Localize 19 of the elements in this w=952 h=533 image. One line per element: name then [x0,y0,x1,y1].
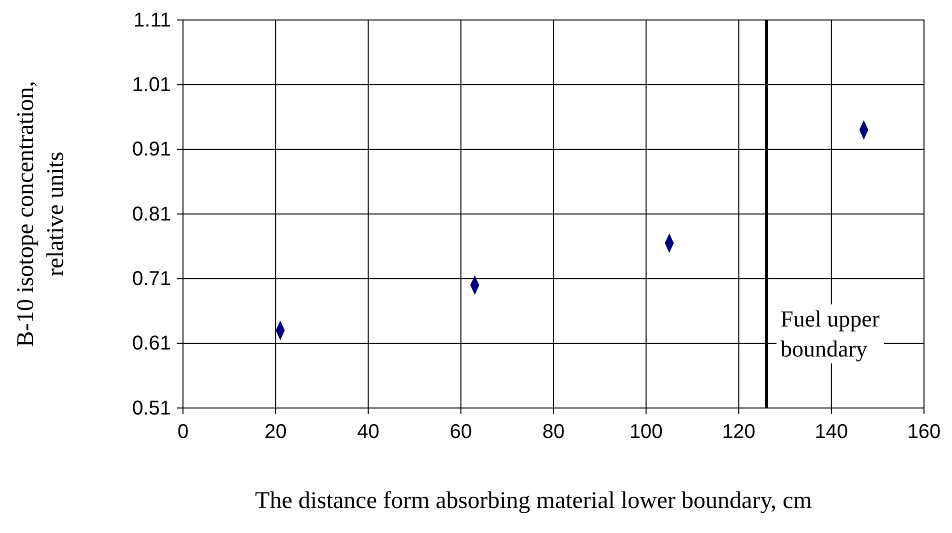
y-tick-label: 0.91 [132,138,171,161]
x-tick-label: 40 [357,421,380,444]
y-tick-label: 0.71 [132,268,171,290]
y-tick-label: 1.01 [132,74,171,96]
y-axis-title: B-10 isotope concentration, relative units [13,81,69,347]
x-tick-label: 120 [722,421,756,444]
x-axis-title: The distance form absorbing material lower boundary, cm [255,488,812,514]
x-tick-label: 80 [542,421,565,444]
x-tick-label: 20 [264,421,287,444]
x-tick-label: 60 [450,421,472,444]
y-tick-label: 0.81 [132,203,171,226]
x-tick-label: 100 [629,421,663,444]
y-tick-label: 0.51 [132,397,171,420]
x-tick-label: 0 [177,421,189,444]
y-tick-label: 1.11 [134,9,171,32]
x-tick-label: 140 [814,421,848,444]
x-tick-label: 160 [907,421,941,444]
y-tick-label: 0.61 [132,332,171,355]
ref-line-label: Fuel upper boundary [780,306,880,362]
